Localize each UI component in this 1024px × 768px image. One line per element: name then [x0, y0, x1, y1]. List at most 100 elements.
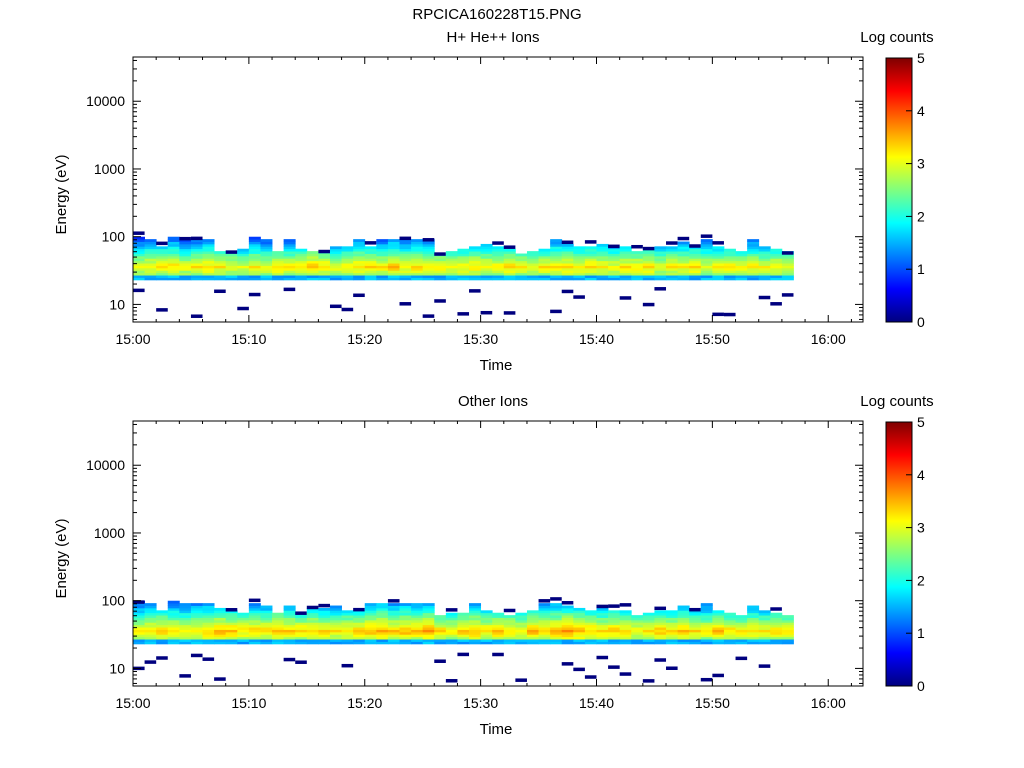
spectrogram-cell [677, 619, 690, 623]
spectrogram-cell [376, 255, 389, 259]
sparse-cell [399, 236, 412, 241]
spectrogram-cell [538, 603, 551, 606]
spectrogram-cell [318, 639, 331, 642]
spectrogram-cell [758, 631, 771, 635]
spectrogram-cell [225, 619, 238, 623]
spectrogram-cell [202, 603, 215, 606]
spectrogram-cell [723, 636, 736, 640]
spectrogram-cell [538, 634, 551, 638]
spectrogram-cell [584, 258, 597, 262]
y-tick-label: 1000 [94, 525, 125, 541]
spectrogram-cell [538, 629, 551, 633]
spectrogram-cell [700, 641, 713, 645]
spectrogram-cell [133, 605, 145, 609]
spectrogram-cell [133, 615, 145, 618]
spectrogram-cell [735, 253, 748, 257]
spectrogram-cell [631, 270, 644, 274]
spectrogram-cell [144, 629, 157, 633]
spectrogram-cell [364, 636, 377, 640]
spectrogram-cell [538, 624, 551, 628]
spectrogram-cell [179, 617, 192, 621]
spectrogram-cell [573, 631, 586, 635]
spectrogram-cell [781, 619, 794, 623]
spectrogram-cell [411, 641, 424, 645]
spectrogram-cell [457, 612, 470, 616]
spectrogram-cell [190, 603, 203, 606]
spectrogram-cell [480, 246, 493, 250]
spectrogram-cell [248, 258, 261, 262]
spectrogram-cell [654, 624, 667, 628]
spectrogram-cell [666, 270, 679, 274]
spectrogram-cell [260, 631, 273, 635]
spectrogram-cell [295, 265, 308, 269]
spectrogram-cell [538, 260, 551, 264]
spectrogram-cell [387, 636, 400, 640]
spectrogram-cell [306, 615, 319, 618]
spectrogram-cell [666, 246, 679, 250]
spectrogram-cell [248, 631, 261, 635]
spectrogram-cell [411, 619, 424, 623]
spectrogram-cell [550, 251, 563, 254]
spectrogram-cell [341, 267, 354, 271]
spectrogram-cell [202, 243, 215, 247]
spectrogram-cell [596, 607, 609, 611]
spectrogram-cell [526, 255, 539, 259]
spectrogram-cell [480, 248, 493, 252]
spectrogram-cell [306, 263, 319, 266]
sparse-cell [619, 296, 632, 300]
spectrogram-cell [469, 624, 482, 628]
spectrogram-cell [596, 610, 609, 614]
spectrogram-cell [712, 272, 725, 276]
spectrogram-cell [364, 612, 377, 616]
spectrogram-cell [190, 267, 203, 271]
spectrogram-cell [214, 617, 227, 621]
spectrogram-cell [781, 622, 794, 626]
spectrogram-cell [561, 612, 574, 616]
spectrogram-cell [654, 631, 667, 635]
spectrogram-cell [248, 639, 261, 642]
spectrogram-cell [144, 631, 157, 635]
sparse-cell [654, 606, 667, 611]
spectrogram-cell [422, 260, 435, 264]
spectrogram-cell [272, 267, 285, 271]
spectrogram-cell [190, 253, 203, 257]
x-axis-label: Time [480, 721, 513, 738]
spectrogram-cell [399, 260, 412, 264]
spectrogram-cell [376, 641, 389, 645]
spectrogram-cell [584, 619, 597, 623]
spectrogram-cell [561, 641, 574, 645]
spectrogram-cell [306, 612, 319, 616]
spectrogram-cell [747, 277, 760, 281]
spectrogram-cell [492, 270, 505, 274]
spectrogram-cell [295, 253, 308, 257]
spectrogram-cell [341, 622, 354, 626]
spectrogram-cell [781, 253, 794, 257]
spectrogram-cell [492, 612, 505, 616]
spectrogram-cell [619, 617, 632, 621]
spectrogram-cell [399, 629, 412, 633]
spectrogram-cell [341, 248, 354, 252]
spectrogram-cell [318, 615, 331, 618]
sparse-cell [190, 653, 203, 658]
spectrogram-cell [353, 270, 366, 274]
spectrogram-cell [492, 619, 505, 623]
spectrogram-cell [214, 263, 227, 266]
colorbar [885, 57, 913, 323]
spectrogram-cell [329, 612, 342, 616]
spectrogram-cell [747, 641, 760, 645]
spectrogram-cell [608, 253, 621, 257]
spectrogram-cell [167, 265, 180, 269]
spectrogram-cell [133, 251, 145, 254]
spectrogram-cell [515, 634, 528, 638]
spectrogram-cell [666, 248, 679, 252]
spectrogram-cell [480, 251, 493, 254]
spectrogram-cell [723, 624, 736, 628]
spectrogram-cell [758, 253, 771, 257]
spectrogram-cell [133, 631, 145, 635]
spectrogram-cell [399, 270, 412, 274]
spectrogram-cell [133, 636, 145, 640]
spectrogram-cell [758, 260, 771, 264]
spectrogram-cell [225, 267, 238, 271]
spectrogram-cell [329, 627, 342, 630]
spectrogram-cell [666, 634, 679, 638]
